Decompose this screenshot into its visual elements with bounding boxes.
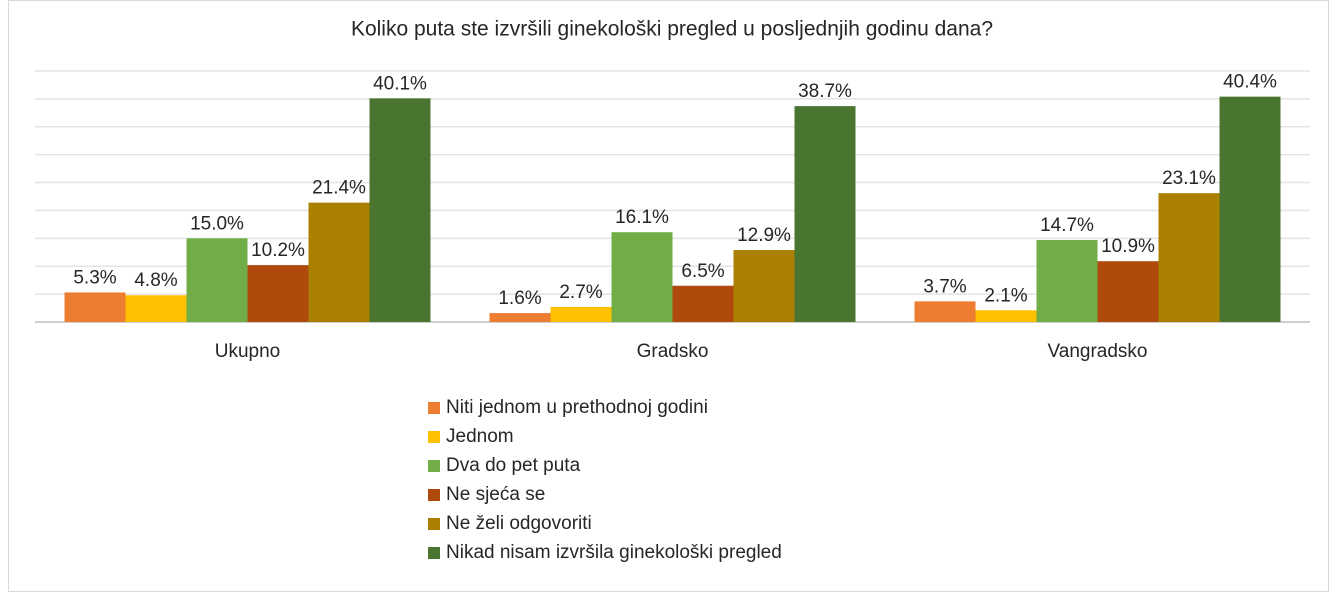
bar	[1158, 193, 1220, 322]
legend-swatch	[428, 402, 440, 414]
data-label: 21.4%	[312, 178, 366, 199]
bar	[975, 310, 1037, 322]
bar	[550, 306, 612, 322]
legend-swatch	[428, 431, 440, 443]
legend-label: Jednom	[446, 426, 514, 447]
legend-label: Niti jednom u prethodnoj godini	[446, 397, 708, 418]
legend-label: Dva do pet puta	[446, 455, 581, 476]
data-label: 2.7%	[559, 282, 602, 303]
bar	[64, 292, 126, 322]
bar	[369, 98, 431, 322]
x-tick-label: Vangradsko	[1048, 341, 1148, 362]
bar	[611, 232, 673, 322]
data-label: 40.1%	[373, 73, 427, 94]
data-label: 5.3%	[73, 267, 116, 288]
data-label: 3.7%	[923, 276, 966, 297]
chart-title: Koliko puta ste izvršili ginekološki pre…	[351, 18, 993, 41]
bar	[125, 295, 187, 322]
bar	[247, 265, 309, 322]
bar	[672, 285, 734, 322]
legend-label: Ne sjeća se	[446, 484, 545, 505]
legend-label: Ne želi odgovoriti	[446, 513, 592, 534]
x-tick-label: Ukupno	[215, 341, 281, 362]
bar	[186, 238, 248, 322]
data-label: 12.9%	[737, 225, 791, 246]
data-label: 16.1%	[615, 207, 669, 228]
data-label: 15.0%	[190, 213, 244, 234]
data-label: 14.7%	[1040, 215, 1094, 236]
bar	[914, 301, 976, 322]
legend-swatch	[428, 547, 440, 559]
data-label: 10.9%	[1101, 236, 1155, 257]
bar	[1036, 240, 1098, 322]
x-tick-label: Gradsko	[637, 341, 709, 362]
legend-swatch	[428, 460, 440, 472]
legend-swatch	[428, 489, 440, 501]
bar	[1219, 96, 1281, 322]
data-label: 2.1%	[984, 285, 1027, 306]
legend-swatch	[428, 518, 440, 530]
bar	[308, 202, 370, 322]
bar	[1097, 261, 1159, 322]
bar	[489, 313, 551, 322]
data-label: 38.7%	[798, 81, 852, 102]
bar	[794, 106, 856, 322]
data-label: 1.6%	[498, 288, 541, 309]
data-label: 10.2%	[251, 240, 305, 261]
legend-label: Nikad nisam izvršila ginekološki pregled	[446, 542, 782, 563]
data-label: 40.4%	[1223, 72, 1277, 93]
bar	[733, 250, 795, 322]
data-label: 23.1%	[1162, 168, 1216, 189]
data-label: 6.5%	[681, 261, 724, 282]
data-label: 4.8%	[134, 270, 177, 291]
